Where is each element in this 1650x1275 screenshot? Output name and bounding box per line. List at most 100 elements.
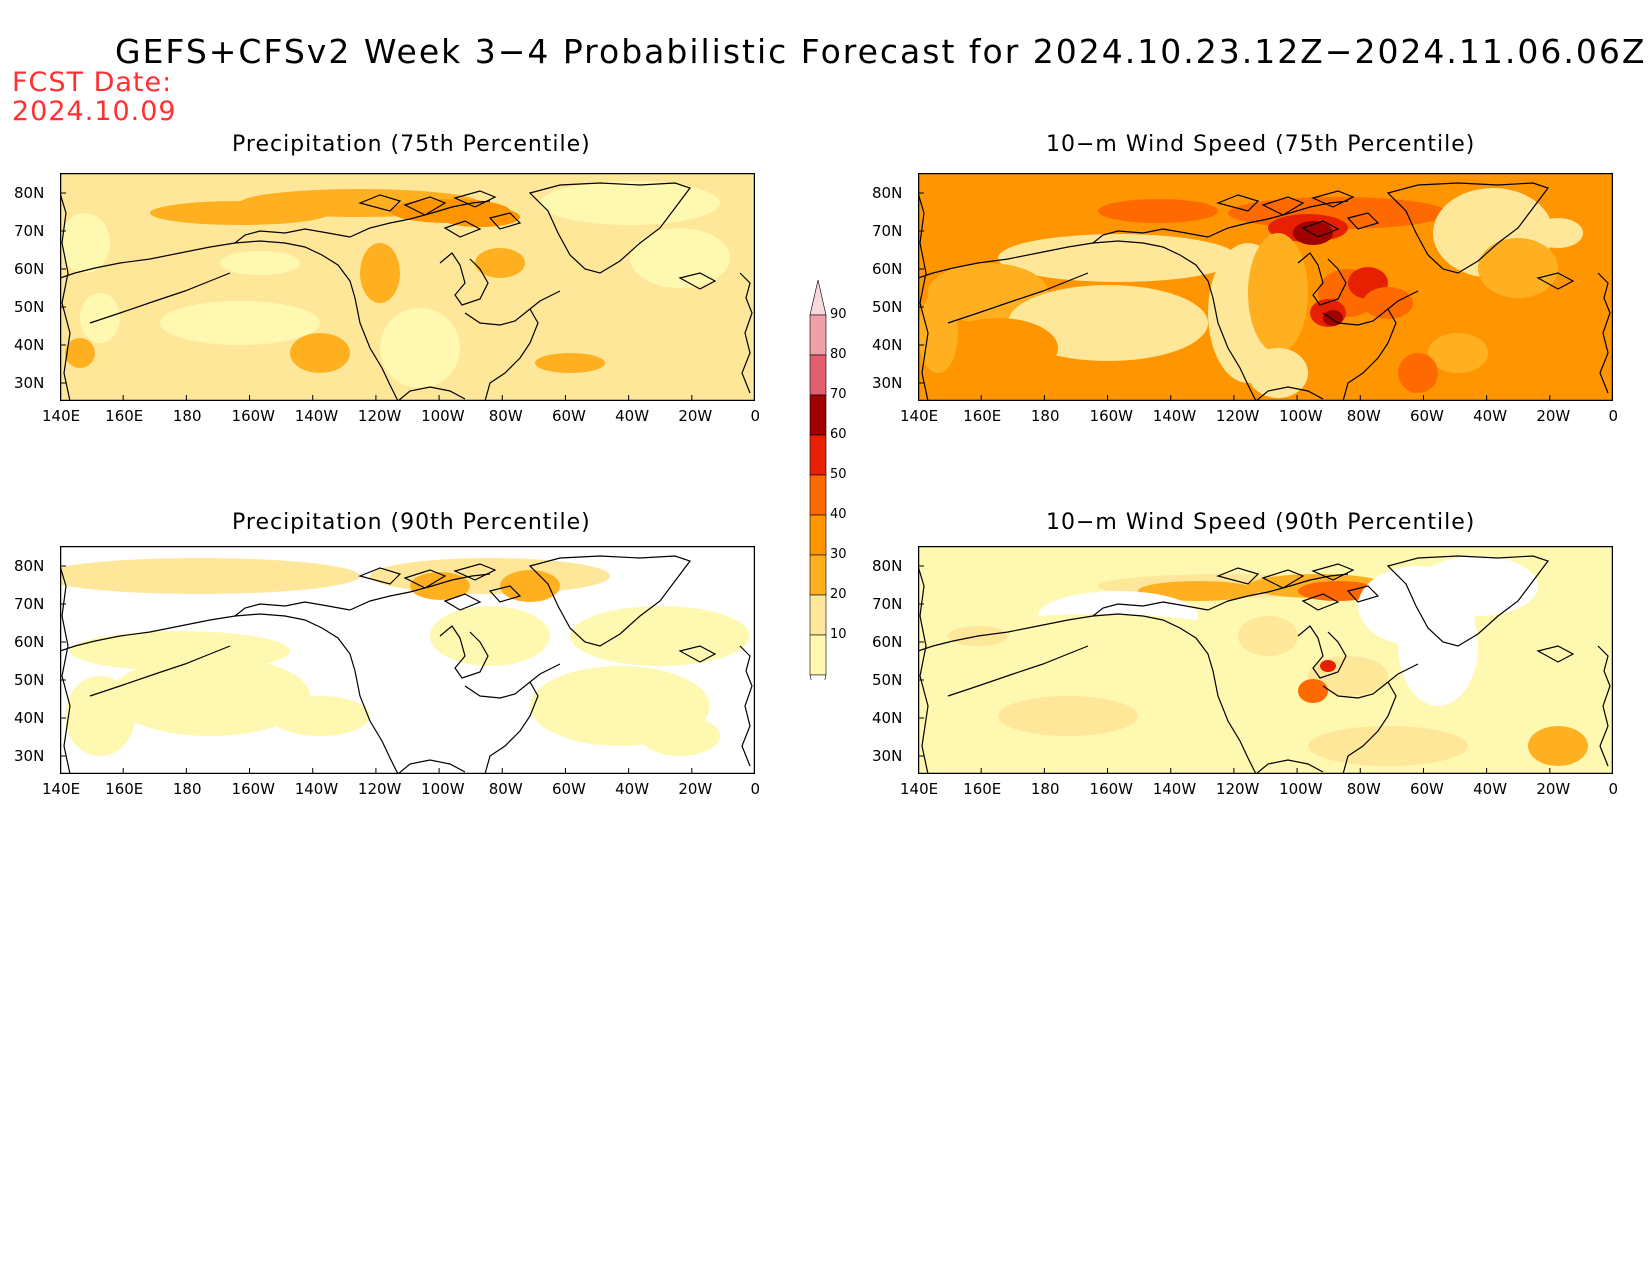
coastline xyxy=(1255,759,1324,774)
lon-tick-label: 100W xyxy=(421,407,465,425)
coastline xyxy=(464,663,561,699)
panel-title-wind-75: 10−m Wind Speed (75th Percentile) xyxy=(1046,132,1476,157)
lon-tick-label: 100W xyxy=(421,780,465,798)
lon-tick-label: 160E xyxy=(963,780,1002,798)
coastline xyxy=(453,190,497,208)
probability-shading xyxy=(270,696,370,736)
lon-tick-label: 160E xyxy=(105,780,144,798)
coastline xyxy=(739,272,753,394)
colorbar-label: 30 xyxy=(830,547,847,562)
colorbar-segment xyxy=(809,634,827,676)
map-frame xyxy=(60,173,755,401)
colorbar-label: 60 xyxy=(830,427,847,442)
probability-shading xyxy=(1293,221,1333,245)
lon-tick-label: 140W xyxy=(1152,407,1197,425)
lon-tick-label: 180 xyxy=(1030,407,1060,425)
lat-tick-label: 50N xyxy=(14,298,45,316)
probability-shading xyxy=(1528,308,1608,388)
map-precip-90 xyxy=(60,546,755,774)
probability-shading xyxy=(70,631,290,671)
colorbar-label: 90 xyxy=(830,307,847,322)
probability-shading xyxy=(928,186,1088,210)
probability-shading xyxy=(570,606,750,666)
forecast-date-block: FCST Date: 2024.10.09 xyxy=(12,68,177,126)
coastline xyxy=(60,565,71,774)
lat-tick-label: 30N xyxy=(872,374,903,392)
panel-title-wind-90: 10−m Wind Speed (90th Percentile) xyxy=(1046,510,1476,535)
probability-shading xyxy=(1418,556,1538,616)
map-svg xyxy=(60,546,755,774)
probability-shading xyxy=(430,606,550,666)
coastline xyxy=(1261,196,1305,216)
lat-tick-label: 80N xyxy=(872,184,903,202)
lon-tick-label: 60W xyxy=(1409,407,1444,425)
lat-tick-label: 60N xyxy=(872,260,903,278)
probability-shading xyxy=(290,333,350,373)
probability-shading xyxy=(1008,285,1208,361)
coastline xyxy=(358,194,402,212)
lat-tick-label: 50N xyxy=(872,671,903,689)
coastline xyxy=(678,645,717,663)
panel-title-precip-75: Precipitation (75th Percentile) xyxy=(232,132,591,157)
probability-shading xyxy=(65,338,95,368)
coastline xyxy=(1301,593,1340,611)
coastline xyxy=(1261,569,1305,589)
coastline xyxy=(464,290,561,326)
lon-tick-label: 160E xyxy=(105,407,144,425)
lon-tick-label: 120W xyxy=(1215,780,1260,798)
lon-tick-label: 20W xyxy=(1536,780,1571,798)
lat-tick-label: 70N xyxy=(872,595,903,613)
coastline xyxy=(528,555,691,647)
colorbar-label: 40 xyxy=(830,507,847,522)
lon-tick-label: 120W xyxy=(357,780,402,798)
coastline xyxy=(1297,625,1347,679)
probability-shading xyxy=(440,207,520,227)
coastline xyxy=(397,759,466,774)
probability-shading xyxy=(1098,199,1218,223)
coastline xyxy=(918,565,929,774)
lon-tick-label: 20W xyxy=(678,780,713,798)
coastline xyxy=(947,272,1089,324)
probability-shading xyxy=(630,228,730,288)
coastline xyxy=(488,212,522,230)
coastline xyxy=(89,272,231,324)
probability-shading xyxy=(1138,581,1258,601)
lat-tick-label: 60N xyxy=(14,633,45,651)
main-title: GEFS+CFSv2 Week 3−4 Probabilistic Foreca… xyxy=(115,32,1647,71)
coastline xyxy=(439,625,489,679)
lat-tick-label: 30N xyxy=(14,374,45,392)
coastline xyxy=(1216,194,1260,212)
lat-tick-label: 40N xyxy=(14,336,45,354)
lon-tick-label: 0 xyxy=(1608,407,1619,425)
probability-shading xyxy=(220,251,300,275)
probability-shading xyxy=(1533,218,1583,248)
lat-tick-label: 70N xyxy=(872,222,903,240)
lon-tick-label: 40W xyxy=(615,407,650,425)
coastline xyxy=(60,192,71,401)
lat-tick-label: 60N xyxy=(872,633,903,651)
lon-tick-label: 160W xyxy=(1089,407,1133,425)
map-svg xyxy=(60,173,755,401)
lon-tick-label: 20W xyxy=(678,407,713,425)
lat-tick-label: 80N xyxy=(14,557,45,575)
coastline xyxy=(739,645,753,767)
lon-tick-label: 160E xyxy=(963,407,1002,425)
coastline xyxy=(1322,290,1419,326)
probability-shading xyxy=(360,243,400,303)
lat-tick-label: 30N xyxy=(872,747,903,765)
coastline xyxy=(1386,555,1549,647)
coastline xyxy=(528,182,691,274)
probability-shading xyxy=(500,570,560,602)
coastline xyxy=(1597,272,1611,394)
colorbar-segment xyxy=(809,394,827,436)
lon-tick-label: 180 xyxy=(172,407,202,425)
coastline xyxy=(1311,563,1355,581)
colorbar-cap-top xyxy=(809,279,827,316)
probability-shading xyxy=(1248,348,1308,398)
lat-tick-label: 70N xyxy=(14,222,45,240)
lon-tick-label: 0 xyxy=(750,407,761,425)
lon-tick-label: 20W xyxy=(1536,407,1571,425)
probability-shading xyxy=(65,676,135,756)
probability-shading xyxy=(998,696,1138,736)
probability-shading xyxy=(535,353,605,373)
